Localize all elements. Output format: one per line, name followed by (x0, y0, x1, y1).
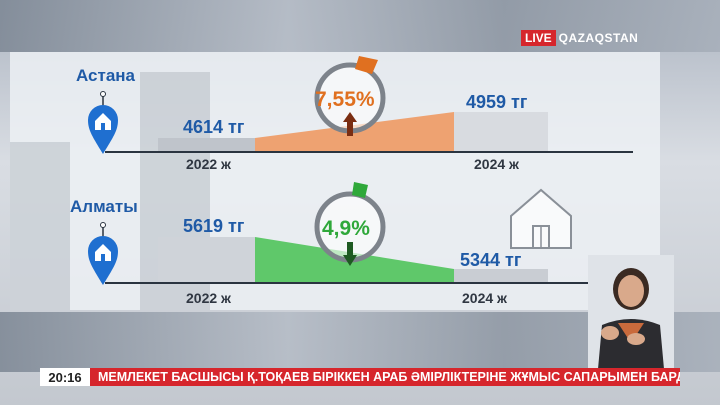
change-ring-almaty (314, 182, 386, 266)
year-end-astana: 2024 ж (474, 156, 519, 172)
world-map-band-top (0, 0, 720, 52)
price-end-almaty: 5344 тг (460, 250, 522, 270)
news-ticker: 20:16 МЕМЛЕКЕТ БАСШЫСЫ Қ.ТОҚАЕВ БІРІККЕН… (40, 368, 680, 386)
baseline-almaty (105, 282, 633, 284)
sign-language-interpreter (588, 255, 674, 369)
house-outline-decoration (510, 188, 572, 249)
change-ring-astana (314, 56, 386, 136)
city-label-astana: Астана (76, 66, 136, 85)
location-pin-house-icon (88, 222, 118, 285)
price-end-astana: 4959 тг (466, 92, 528, 112)
channel-logo: QAZAQSTAN (558, 31, 639, 45)
live-label: LIVE (521, 30, 556, 46)
building-silhouette (10, 142, 70, 310)
year-end-almaty: 2024 ж (462, 290, 507, 306)
price-start-astana: 4614 тг (183, 117, 245, 137)
baseline-astana (105, 151, 633, 153)
live-badge: LIVE QAZAQSTAN (521, 30, 638, 46)
ticker-headline: МЕМЛЕКЕТ БАСШЫСЫ Қ.ТОҚАЕВ БІРІККЕН АРАБ … (90, 368, 680, 386)
location-pin-house-icon (88, 91, 118, 154)
price-start-almaty: 5619 тг (183, 216, 245, 236)
bar-astana (158, 112, 548, 152)
clock: 20:16 (40, 368, 90, 386)
year-start-almaty: 2022 ж (186, 290, 231, 306)
change-percent-almaty: 4,9% (322, 217, 370, 240)
year-start-astana: 2022 ж (186, 156, 231, 172)
change-percent-astana: 7,55% (315, 88, 375, 111)
city-label-almaty: Алматы (70, 197, 138, 216)
